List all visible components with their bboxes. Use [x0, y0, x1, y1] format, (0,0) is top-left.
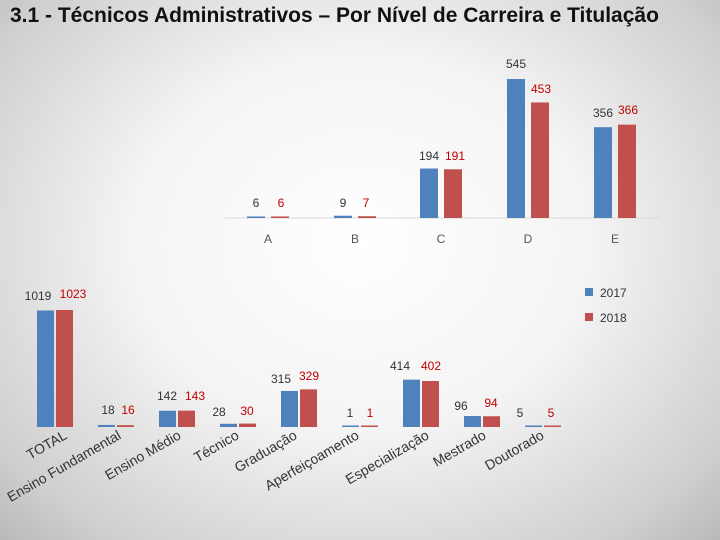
- chart1-data-label-2018: 453: [531, 82, 551, 96]
- chart1-data-label-2018: 6: [278, 196, 285, 210]
- chart1-data-label-2018: 191: [445, 149, 465, 163]
- chart2-data-label-2017: 5: [517, 406, 524, 420]
- chart2-data-label-2018: 329: [299, 369, 319, 383]
- chart2-data-label-2018: 143: [185, 389, 205, 403]
- chart2-data-label-2017: 414: [390, 359, 410, 373]
- chart1-data-label-2017: 545: [506, 57, 526, 71]
- chart2-bar-2017-1: [37, 310, 54, 427]
- chart2-data-label-2017: 315: [271, 372, 291, 386]
- chart2-data-label-2017: 142: [157, 389, 177, 403]
- chart2-bar-2018-7: [422, 381, 439, 427]
- chart1-data-label-2018: 7: [363, 196, 370, 210]
- chart2-data-label-2018: 16: [121, 403, 135, 417]
- legend-label-2017: 2017: [600, 286, 627, 300]
- chart2-bar-2017-7: [403, 379, 420, 427]
- chart2-bar-2017-6: [342, 425, 359, 427]
- chart1-bar-2018-D: [531, 102, 549, 218]
- chart2-data-label-2018: 1023: [60, 287, 87, 301]
- chart1-bar-2018-A: [271, 216, 289, 218]
- chart1-bar-2017-E: [594, 127, 612, 218]
- chart1-bar-2018-C: [444, 169, 462, 218]
- chart2-data-label-2017: 1: [347, 406, 354, 420]
- chart2-data-label-2017: 28: [212, 405, 226, 419]
- chart1-data-label-2018: 366: [618, 103, 638, 117]
- chart2-data-label-2018: 5: [548, 406, 555, 420]
- chart2-data-label-2017: 96: [454, 399, 468, 413]
- chart2-category-label: Doutorado: [482, 427, 547, 474]
- chart2-data-label-2018: 402: [421, 359, 441, 373]
- chart1-category-label: E: [611, 232, 619, 246]
- chart2-bar-2018-9: [544, 425, 561, 427]
- chart2-bar-2017-2: [98, 424, 115, 427]
- chart2-bar-2018-6: [361, 425, 378, 427]
- chart2-data-label-2018: 30: [240, 404, 254, 418]
- chart1-data-label-2017: 6: [253, 196, 260, 210]
- chart1-category-label: B: [351, 232, 359, 246]
- slide-title: 3.1 - Técnicos Administrativos – Por Nív…: [10, 4, 659, 27]
- legend-swatch-2018: [585, 313, 593, 321]
- chart1-category-label: A: [264, 232, 272, 246]
- chart1-category-label: D: [524, 232, 533, 246]
- chart2-data-label-2018: 1: [367, 406, 374, 420]
- chart1-bar-2017-B: [334, 215, 352, 218]
- chart1-bar-2017-A: [247, 216, 265, 218]
- chart1-bar-2018-E: [618, 124, 636, 218]
- chart2-data-label-2017: 18: [101, 403, 115, 417]
- chart2-bar-2017-9: [525, 425, 542, 427]
- chart1-bar-2017-C: [420, 168, 438, 218]
- chart2-bar-2018-5: [300, 389, 317, 427]
- chart2-bar-2017-5: [281, 390, 298, 427]
- chart2-bar-2018-1: [56, 310, 73, 427]
- legend-swatch-2017: [585, 288, 593, 296]
- chart2-data-label-2018: 94: [484, 396, 498, 410]
- chart2-bar-2018-2: [117, 425, 134, 427]
- chart2-bar-2017-8: [464, 416, 481, 427]
- chart2-bar-2018-4: [239, 423, 256, 427]
- chart2-bar-2018-8: [483, 416, 500, 427]
- chart1-data-label-2017: 356: [593, 106, 613, 120]
- chart2-category-label: Mestrado: [430, 427, 489, 470]
- chart1-bar-2018-B: [358, 216, 376, 218]
- chart1-data-label-2017: 194: [419, 149, 439, 163]
- chart1-data-label-2017: 9: [340, 196, 347, 210]
- legend-label-2018: 2018: [600, 311, 627, 325]
- chart1-category-label: C: [437, 232, 446, 246]
- chart2-bar-2017-3: [159, 410, 176, 427]
- chart1-bar-2017-D: [507, 79, 525, 218]
- chart2-data-label-2017: 1019: [25, 289, 52, 303]
- chart2-bar-2018-3: [178, 410, 195, 427]
- chart2-bar-2017-4: [220, 423, 237, 427]
